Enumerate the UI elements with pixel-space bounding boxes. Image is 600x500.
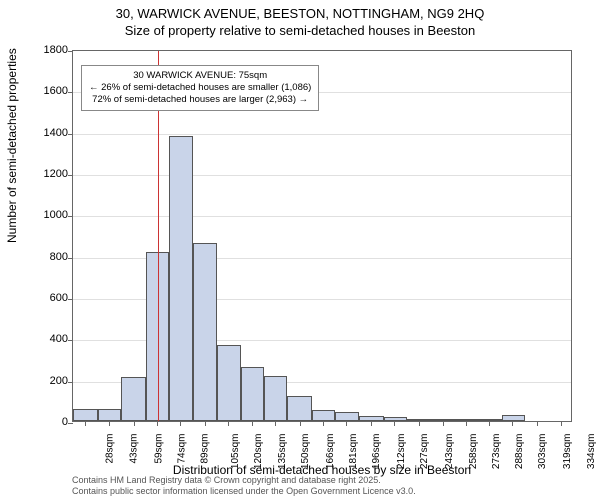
x-tick-label: 105sqm — [230, 434, 241, 470]
x-tick-label: 120sqm — [253, 434, 264, 470]
y-tick — [68, 216, 73, 217]
y-tick — [68, 340, 73, 341]
y-tick — [68, 382, 73, 383]
x-tick — [205, 421, 206, 426]
x-tick — [323, 421, 324, 426]
histogram-bar — [169, 136, 192, 421]
histogram-chart: 30 WARWICK AVENUE: 75sqm← 26% of semi-de… — [72, 50, 572, 422]
y-tick-label: 1000 — [28, 209, 68, 221]
x-tick — [180, 421, 181, 426]
y-tick — [68, 299, 73, 300]
y-tick-label: 1400 — [28, 127, 68, 139]
annotation-line1: 30 WARWICK AVENUE: 75sqm — [89, 70, 311, 82]
x-tick-label: 89sqm — [200, 434, 211, 464]
grid-line — [73, 134, 571, 135]
annotation-line2: ← 26% of semi-detached houses are smalle… — [89, 82, 311, 94]
y-tick — [68, 92, 73, 93]
y-tick — [68, 51, 73, 52]
y-tick-label: 1800 — [28, 44, 68, 56]
x-tick — [157, 421, 158, 426]
y-tick-label: 200 — [28, 375, 68, 387]
x-tick-label: 212sqm — [396, 434, 407, 470]
x-tick-label: 150sqm — [300, 434, 311, 470]
title-address: 30, WARWICK AVENUE, BEESTON, NOTTINGHAM,… — [0, 6, 600, 23]
x-tick — [466, 421, 467, 426]
x-tick-label: 43sqm — [128, 434, 139, 464]
annotation-box: 30 WARWICK AVENUE: 75sqm← 26% of semi-de… — [81, 65, 319, 111]
x-tick-label: 303sqm — [538, 434, 549, 470]
histogram-bar — [264, 376, 287, 421]
chart-title: 30, WARWICK AVENUE, BEESTON, NOTTINGHAM,… — [0, 0, 600, 40]
x-tick-label: 227sqm — [420, 434, 431, 470]
x-tick — [346, 421, 347, 426]
x-tick-label: 243sqm — [444, 434, 455, 470]
x-tick-label: 319sqm — [562, 434, 573, 470]
x-tick — [419, 421, 420, 426]
x-tick — [537, 421, 538, 426]
x-tick — [489, 421, 490, 426]
x-tick-label: 334sqm — [586, 434, 597, 470]
x-tick — [443, 421, 444, 426]
y-tick — [68, 423, 73, 424]
footer-line2: Contains public sector information licen… — [72, 486, 416, 498]
y-tick-label: 800 — [28, 251, 68, 263]
x-tick-label: 288sqm — [514, 434, 525, 470]
histogram-bar — [121, 377, 146, 421]
x-tick-label: 273sqm — [491, 434, 502, 470]
x-tick — [275, 421, 276, 426]
x-tick — [561, 421, 562, 426]
title-subtitle: Size of property relative to semi-detach… — [0, 23, 600, 40]
grid-line — [73, 175, 571, 176]
x-tick — [300, 421, 301, 426]
histogram-bar — [335, 412, 358, 421]
x-tick-label: 74sqm — [176, 434, 187, 464]
histogram-bar — [241, 367, 264, 421]
y-tick-label: 1200 — [28, 168, 68, 180]
x-tick-label: 196sqm — [371, 434, 382, 470]
x-tick — [228, 421, 229, 426]
y-tick — [68, 258, 73, 259]
x-tick — [109, 421, 110, 426]
x-tick — [512, 421, 513, 426]
histogram-bar — [312, 410, 335, 421]
x-tick — [85, 421, 86, 426]
attribution-footer: Contains HM Land Registry data © Crown c… — [72, 475, 416, 498]
x-tick-label: 28sqm — [105, 434, 116, 464]
x-tick — [134, 421, 135, 426]
histogram-bar — [217, 345, 240, 421]
y-tick — [68, 175, 73, 176]
histogram-bar — [193, 243, 218, 421]
annotation-line3: 72% of semi-detached houses are larger (… — [89, 94, 311, 106]
x-tick — [394, 421, 395, 426]
y-tick-label: 400 — [28, 333, 68, 345]
x-tick — [371, 421, 372, 426]
histogram-bar — [73, 409, 98, 421]
y-tick-label: 600 — [28, 292, 68, 304]
x-tick — [252, 421, 253, 426]
x-tick-label: 59sqm — [153, 434, 164, 464]
histogram-bar — [287, 396, 312, 421]
grid-line — [73, 216, 571, 217]
y-tick-label: 1600 — [28, 85, 68, 97]
x-tick-label: 166sqm — [325, 434, 336, 470]
x-tick-label: 135sqm — [277, 434, 288, 470]
x-tick-label: 258sqm — [468, 434, 479, 470]
y-axis-label: Number of semi-detached properties — [5, 48, 19, 243]
y-tick-label: 0 — [28, 416, 68, 428]
y-tick — [68, 134, 73, 135]
histogram-bar — [98, 409, 121, 421]
footer-line1: Contains HM Land Registry data © Crown c… — [72, 475, 416, 487]
x-tick-label: 181sqm — [348, 434, 359, 470]
